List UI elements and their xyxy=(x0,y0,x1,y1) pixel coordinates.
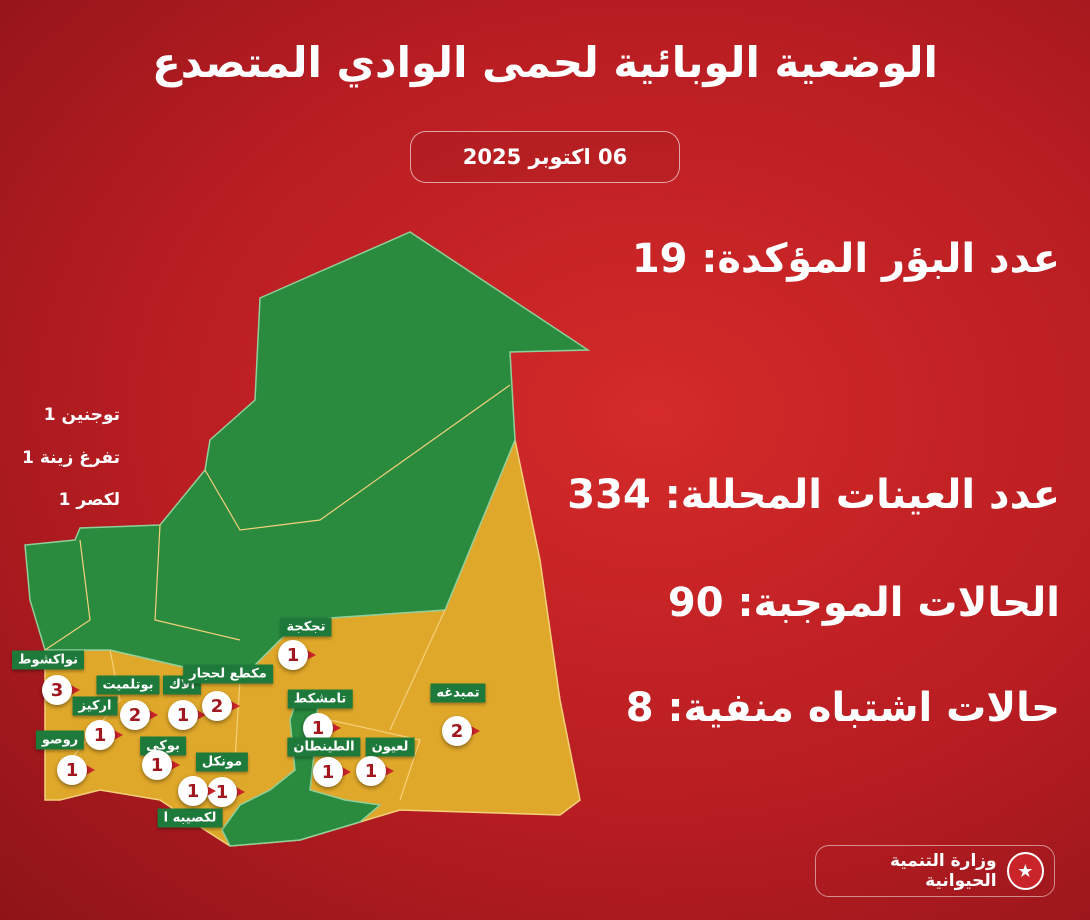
side-list-item: لكصر 1 xyxy=(58,490,120,510)
marker-label: اركيز xyxy=(72,696,118,716)
marker-count: 1 xyxy=(142,750,172,780)
stat-samples-analyzed: عدد العينات المحللة: 334 xyxy=(567,472,1060,518)
marker-label: لكصيبه ا xyxy=(157,808,223,828)
marker-label: تامشكط xyxy=(287,689,353,709)
marker-count: 1 xyxy=(356,756,386,786)
location-marker: 2 xyxy=(442,716,480,746)
marker-count: 2 xyxy=(442,716,472,746)
marker-count: 3 xyxy=(42,675,72,705)
marker-label: بوتلميت xyxy=(96,675,160,695)
marker-count: 1 xyxy=(278,640,308,670)
ministry-name: وزارة التنمية الحيوانية xyxy=(889,851,997,891)
marker-count: 1 xyxy=(178,776,208,806)
marker-count: 1 xyxy=(57,755,87,785)
location-marker: 1 xyxy=(356,756,394,786)
side-list-item: تفرغ زينة 1 xyxy=(22,448,120,468)
stat-positive-cases: الحالات الموجبة: 90 xyxy=(667,580,1060,626)
stat-confirmed-foci: عدد البؤر المؤكدة: 19 xyxy=(631,236,1060,282)
marker-count: 2 xyxy=(120,700,150,730)
location-marker: 1 xyxy=(278,640,316,670)
marker-label: مونكل xyxy=(195,752,249,772)
marker-label: نواكشوط xyxy=(12,650,84,670)
marker-count: 1 xyxy=(313,757,343,787)
location-marker: 2 xyxy=(120,700,158,730)
side-list-item: توجنين 1 xyxy=(43,405,120,425)
location-marker: 1 xyxy=(142,750,180,780)
marker-label: روصو xyxy=(35,730,85,750)
marker-label: تمبدغه xyxy=(430,683,486,703)
location-marker: 1 xyxy=(313,757,351,787)
marker-count: 1 xyxy=(168,700,198,730)
marker-label: لعيون xyxy=(365,737,415,757)
location-marker: 1 xyxy=(168,700,206,730)
ministry-footer: وزارة التنمية الحيوانية ★ xyxy=(815,845,1055,897)
marker-label: مكطع لحجار xyxy=(183,664,273,684)
page-title: الوضعية الوبائية لحمى الوادي المتصدع xyxy=(152,38,938,87)
location-marker: 1 xyxy=(85,720,123,750)
marker-count: 1 xyxy=(85,720,115,750)
marker-label: الطينطان xyxy=(287,737,361,757)
ministry-seal-icon: ★ xyxy=(1006,852,1044,890)
marker-label: تجكجة xyxy=(280,617,332,637)
location-marker: 1 xyxy=(178,776,216,806)
location-marker: 1 xyxy=(57,755,95,785)
marker-count: 2 xyxy=(202,691,232,721)
location-marker: 2 xyxy=(202,691,240,721)
stat-suspected-negative: حالات اشتباه منفية: 8 xyxy=(625,685,1060,731)
location-marker: 3 xyxy=(42,675,80,705)
date-badge: 06 اكتوبر 2025 xyxy=(410,131,680,183)
region-unaffected-south xyxy=(221,688,382,847)
